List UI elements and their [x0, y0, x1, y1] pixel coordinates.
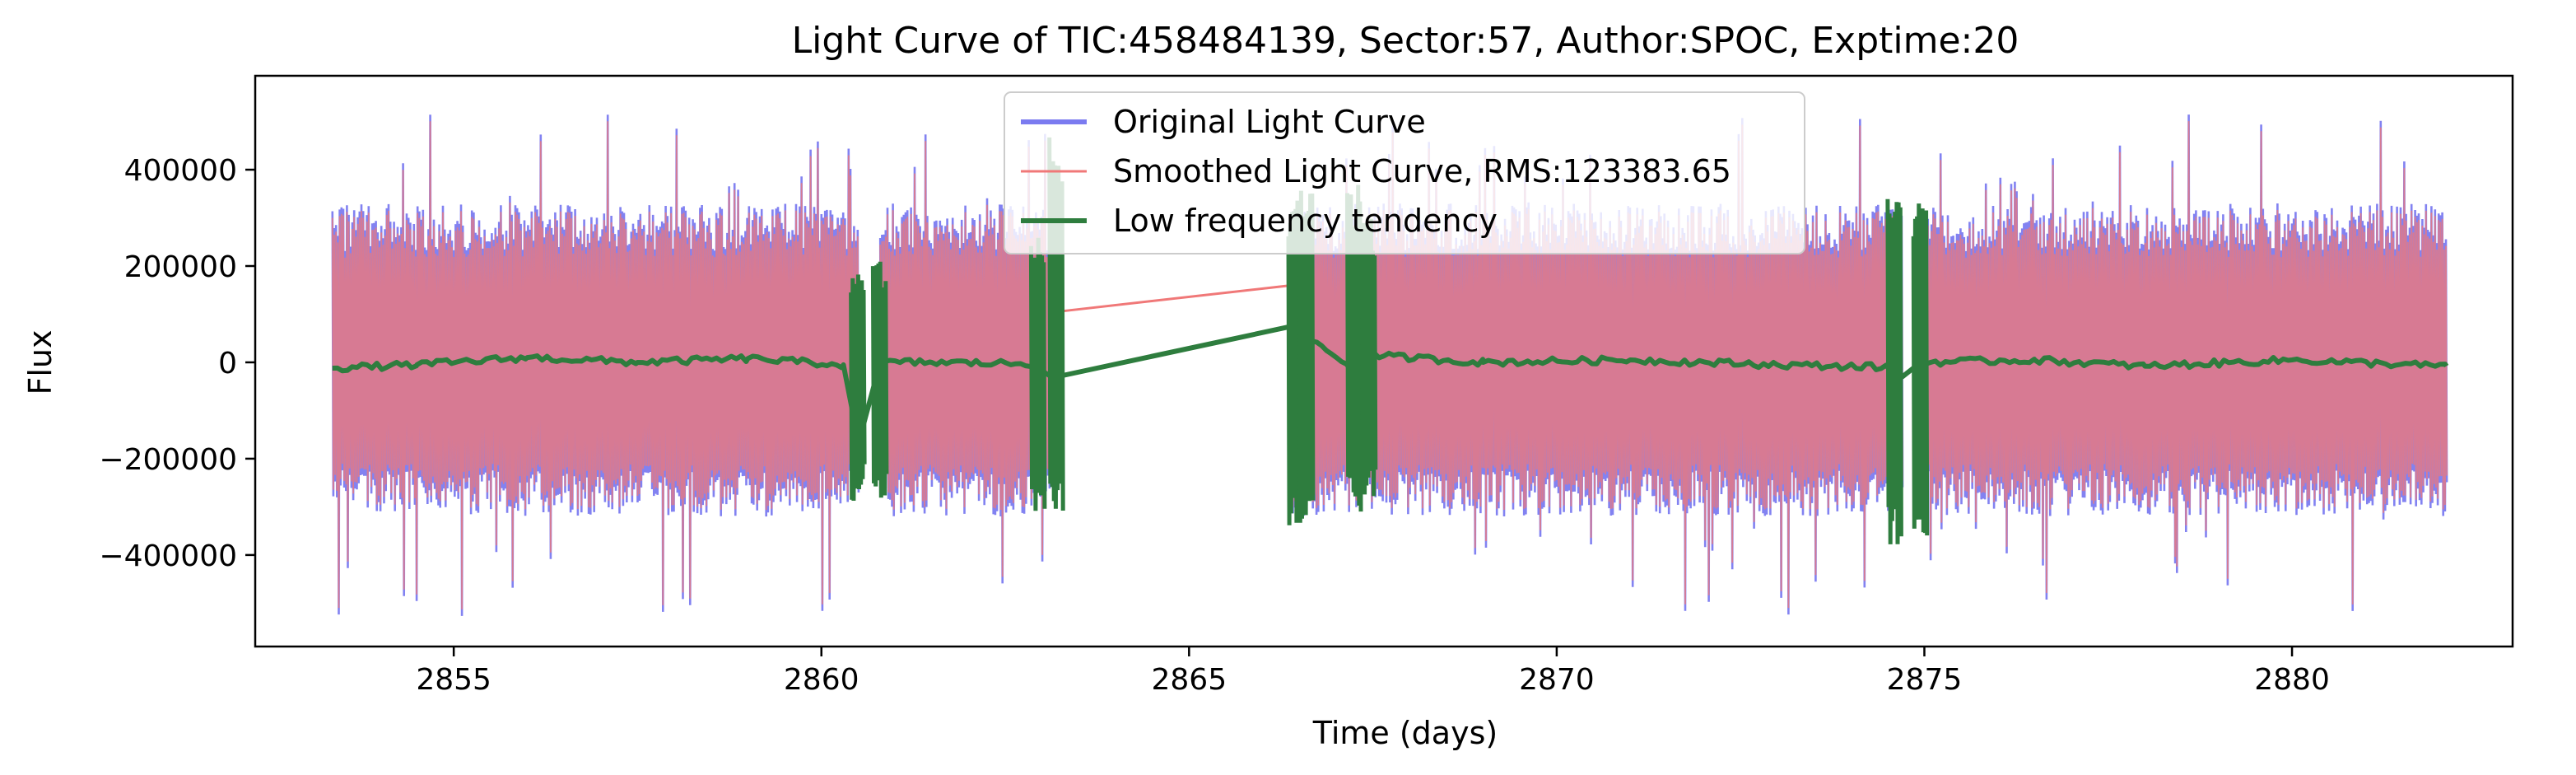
trend-edge-spike [1885, 198, 1903, 544]
legend-label-trend: Low frequency tendency [1113, 203, 1498, 239]
smoothed-curve-bridge [1056, 283, 1293, 314]
trend-edge-spike [870, 261, 889, 498]
plot-frame [254, 74, 2514, 648]
trend-edge-spike [1028, 237, 1047, 511]
trend-edge-spike [1911, 203, 1930, 536]
trend-edge-spike [1359, 218, 1378, 497]
plot-area [331, 114, 2449, 616]
chart-title: Light Curve of TIC:458484139, Sector:57,… [792, 20, 2019, 62]
trend-edge-spike [1047, 137, 1065, 511]
y-axis-label: Flux [22, 330, 58, 395]
x-tick-label: 2870 [1519, 663, 1595, 697]
x-axis: 2855 2860 2865 2870 2875 2880 [416, 647, 2330, 697]
trend-edge-spike [1297, 193, 1316, 516]
legend-label-original: Original Light Curve [1113, 104, 1426, 140]
y-tick-label: −200000 [99, 443, 237, 477]
x-tick-label: 2875 [1887, 663, 1963, 697]
legend-box [1004, 91, 1805, 254]
smoothed-curve-segment [331, 121, 859, 609]
legend-label-smoothed: Smoothed Light Curve, RMS:123383.65 [1113, 153, 1731, 189]
smoothed-curve-segment [1368, 124, 1903, 609]
y-tick-label: 200000 [124, 250, 237, 284]
x-tick-label: 2865 [1152, 663, 1227, 697]
series-low-frequency-tendency [332, 137, 2449, 544]
x-tick-label: 2880 [2254, 663, 2330, 697]
low-frequency-trend [332, 324, 2449, 447]
trend-edge-spike [1345, 184, 1363, 512]
x-axis-label: Time (days) [1312, 715, 1498, 751]
x-tick-label: 2860 [784, 663, 859, 697]
y-tick-label: 400000 [124, 154, 237, 188]
trend-edge-spike [849, 274, 867, 502]
x-tick-label: 2855 [416, 663, 491, 697]
y-tick-label: 0 [218, 347, 237, 380]
y-axis: 400000 200000 0 −200000 −400000 [99, 154, 255, 573]
legend: Original Light Curve Smoothed Light Curv… [1004, 91, 1805, 254]
y-tick-label: −400000 [99, 539, 237, 573]
